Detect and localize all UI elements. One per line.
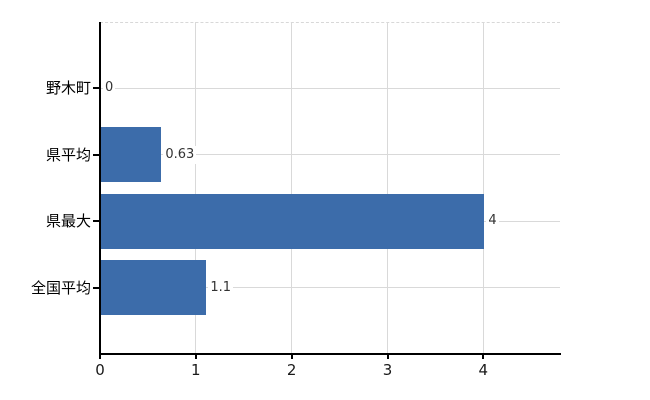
value-label: 1.1 bbox=[208, 278, 234, 297]
grid-line-horizontal bbox=[100, 154, 560, 156]
y-tick-mark bbox=[93, 220, 100, 223]
value-label: 0.63 bbox=[163, 145, 197, 164]
bar bbox=[101, 260, 207, 316]
y-tick-mark bbox=[93, 153, 100, 156]
y-tick-mark bbox=[93, 87, 100, 90]
x-tick-mark bbox=[482, 354, 485, 359]
x-tick-mark bbox=[194, 354, 197, 359]
grid-line-vertical bbox=[291, 22, 293, 354]
grid-line-vertical bbox=[387, 22, 388, 354]
grid-line-horizontal bbox=[100, 287, 560, 289]
x-tick-mark bbox=[99, 354, 101, 359]
x-tick-label: 0 bbox=[95, 361, 105, 379]
grid-line-vertical bbox=[195, 22, 197, 354]
x-tick-mark bbox=[386, 354, 389, 359]
grid-line-horizontal bbox=[100, 87, 560, 89]
value-label: 0 bbox=[103, 79, 116, 98]
category-label: 全国平均 bbox=[30, 278, 91, 297]
category-label: 県平均 bbox=[45, 145, 91, 164]
x-axis-line bbox=[99, 353, 561, 355]
x-tick-label: 1 bbox=[191, 361, 201, 379]
grid-line-vertical bbox=[482, 22, 484, 354]
value-label: 4 bbox=[486, 212, 499, 231]
x-tick-label: 3 bbox=[382, 361, 393, 379]
category-label: 野木町 bbox=[45, 79, 91, 98]
y-axis-line bbox=[99, 22, 101, 355]
x-tick-label: 2 bbox=[286, 361, 297, 379]
x-tick-mark bbox=[290, 354, 293, 359]
category-label: 県最大 bbox=[45, 212, 91, 231]
x-tick-label: 4 bbox=[478, 361, 489, 379]
plot-top-border bbox=[100, 22, 560, 23]
bar bbox=[101, 193, 485, 249]
y-tick-mark bbox=[93, 286, 100, 289]
bar bbox=[101, 127, 162, 183]
